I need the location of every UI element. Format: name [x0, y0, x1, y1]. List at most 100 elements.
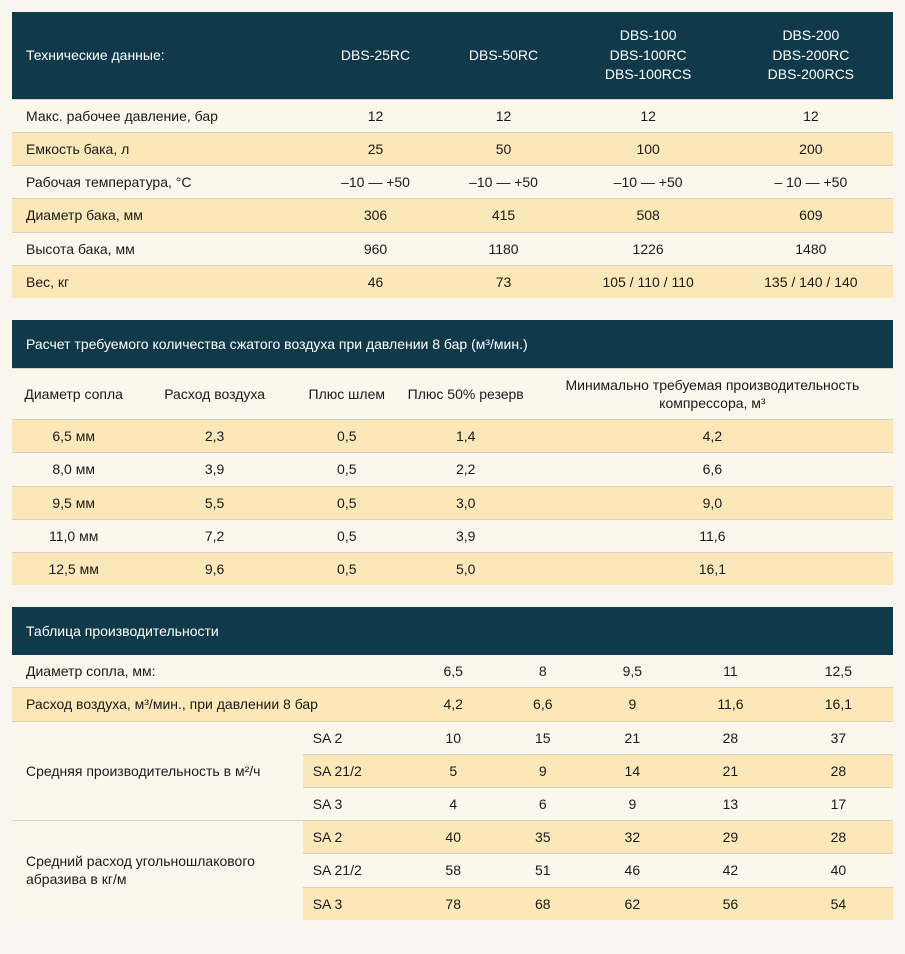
cell: 12 — [729, 99, 893, 132]
cell: 4 — [408, 787, 498, 820]
cell: 12,5 — [784, 655, 893, 688]
cell: 28 — [677, 721, 784, 754]
row-label: Макс. рабочее давление, бар — [12, 99, 312, 132]
row-label: Рабочая температура, °C — [12, 166, 312, 199]
cell: 14 — [588, 754, 678, 787]
t3-title: Таблица производительности — [12, 607, 893, 655]
row-label: 12,5 мм — [12, 553, 135, 586]
row-label: Вес, кг — [12, 265, 312, 298]
cell: 13 — [677, 787, 784, 820]
group-label: Средний расход угольношлакового абразива… — [12, 821, 303, 920]
performance-table: Таблица производительности Диаметр сопла… — [12, 607, 893, 920]
cell: 40 — [784, 854, 893, 887]
table-row: 11,0 мм7,20,53,911,6 — [12, 519, 893, 552]
cell: 100 — [568, 132, 729, 165]
cell: 9,0 — [532, 486, 893, 519]
row-label: Диаметр сопла, мм: — [12, 655, 408, 688]
cell: 11,6 — [677, 688, 784, 721]
cell: 21 — [588, 721, 678, 754]
table-row: Расход воздуха, м³/мин., при давлении 8 … — [12, 688, 893, 721]
cell: 12 — [440, 99, 568, 132]
cell: 9 — [588, 688, 678, 721]
cell: 415 — [440, 199, 568, 232]
cell: 16,1 — [784, 688, 893, 721]
cell: 135 / 140 / 140 — [729, 265, 893, 298]
cell: 3,9 — [135, 453, 294, 486]
row-label: 11,0 мм — [12, 519, 135, 552]
cell: 1,4 — [400, 420, 532, 453]
cell: 54 — [784, 887, 893, 920]
sub-label: SA 21/2 — [303, 854, 409, 887]
cell: 25 — [312, 132, 440, 165]
cell: 10 — [408, 721, 498, 754]
cell: 6 — [498, 787, 588, 820]
tech-data-table: Технические данные: DBS-25RC DBS-50RC DB… — [12, 12, 893, 298]
cell: 17 — [784, 787, 893, 820]
cell: 16,1 — [532, 553, 893, 586]
cell: 0,5 — [294, 453, 400, 486]
cell: 11,6 — [532, 519, 893, 552]
cell: 51 — [498, 854, 588, 887]
cell: 4,2 — [408, 688, 498, 721]
cell: 62 — [588, 887, 678, 920]
cell: 46 — [312, 265, 440, 298]
t2-h0: Диаметр сопла — [12, 368, 135, 419]
cell: 5,5 — [135, 486, 294, 519]
cell: 28 — [784, 821, 893, 854]
sub-label: SA 3 — [303, 887, 409, 920]
cell: 7,2 — [135, 519, 294, 552]
cell: 56 — [677, 887, 784, 920]
table-row: 6,5 мм2,30,51,44,2 — [12, 420, 893, 453]
cell: 1226 — [568, 232, 729, 265]
cell: 11 — [677, 655, 784, 688]
t2-h3: Плюс 50% резерв — [400, 368, 532, 419]
row-label: Высота бака, мм — [12, 232, 312, 265]
row-label: 9,5 мм — [12, 486, 135, 519]
cell: 9 — [588, 787, 678, 820]
cell: 8 — [498, 655, 588, 688]
row-label: Расход воздуха, м³/мин., при давлении 8 … — [12, 688, 408, 721]
cell: 12 — [568, 99, 729, 132]
table-row: 8,0 мм3,90,52,26,6 — [12, 453, 893, 486]
table-row: Высота бака, мм960118012261480 — [12, 232, 893, 265]
cell: 15 — [498, 721, 588, 754]
cell: 306 — [312, 199, 440, 232]
sub-label: SA 3 — [303, 787, 409, 820]
sub-label: SA 2 — [303, 721, 409, 754]
table-row: Диаметр сопла, мм:6,589,51112,5 — [12, 655, 893, 688]
table-row: Вес, кг4673105 / 110 / 110135 / 140 / 14… — [12, 265, 893, 298]
cell: 46 — [588, 854, 678, 887]
cell: 9 — [498, 754, 588, 787]
cell: 3,9 — [400, 519, 532, 552]
cell: 6,5 — [408, 655, 498, 688]
table-row: Рабочая температура, °C–10 — +50–10 — +5… — [12, 166, 893, 199]
cell: 37 — [784, 721, 893, 754]
cell: 2,2 — [400, 453, 532, 486]
table-row: Емкость бака, л2550100200 — [12, 132, 893, 165]
cell: 0,5 — [294, 420, 400, 453]
t2-h2: Плюс шлем — [294, 368, 400, 419]
cell: 50 — [440, 132, 568, 165]
cell: 68 — [498, 887, 588, 920]
cell: 28 — [784, 754, 893, 787]
cell: 58 — [408, 854, 498, 887]
sub-label: SA 2 — [303, 821, 409, 854]
cell: 29 — [677, 821, 784, 854]
cell: 12 — [312, 99, 440, 132]
cell: 200 — [729, 132, 893, 165]
t1-h2: DBS-50RC — [440, 12, 568, 99]
cell: 1180 — [440, 232, 568, 265]
cell: 105 / 110 / 110 — [568, 265, 729, 298]
cell: –10 — +50 — [440, 166, 568, 199]
t1-h1: DBS-25RC — [312, 12, 440, 99]
t1-h0: Технические данные: — [12, 12, 312, 99]
table-row: Макс. рабочее давление, бар12121212 — [12, 99, 893, 132]
cell: 78 — [408, 887, 498, 920]
cell: 42 — [677, 854, 784, 887]
cell: 960 — [312, 232, 440, 265]
cell: 3,0 — [400, 486, 532, 519]
row-label: 8,0 мм — [12, 453, 135, 486]
cell: – 10 — +50 — [729, 166, 893, 199]
cell: 0,5 — [294, 519, 400, 552]
cell: 4,2 — [532, 420, 893, 453]
